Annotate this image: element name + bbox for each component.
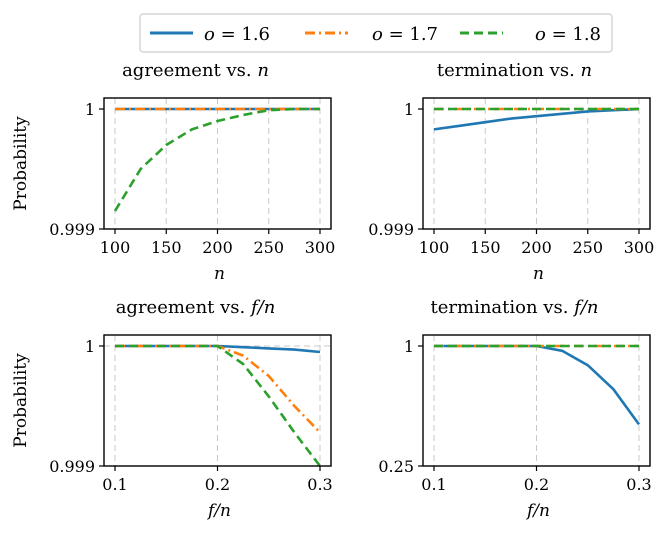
- x-tick-label-0: 0.1: [102, 475, 127, 494]
- x-tick-label-0: 0.1: [421, 475, 446, 494]
- panel-termination-vs-fn: 0.1 0.2 0.3 0.25 1 termination vs. f/n f/n: [378, 297, 651, 521]
- x-tick-label-0: 100: [419, 238, 450, 257]
- legend-entry-o-1-6: o = 1.6: [150, 24, 270, 45]
- panel-termination-vs-n: 100 150 200 250 300 0.999 1 termination vs. n n: [368, 60, 654, 284]
- x-tick-label-1: 0.2: [524, 475, 549, 494]
- x-tick-label-2: 200: [521, 238, 552, 257]
- panel-title: agreement vs. f/n: [116, 297, 276, 318]
- x-axis-label: f/n: [525, 501, 550, 521]
- x-tick-label-1: 150: [151, 238, 182, 257]
- x-tick-label-0: 100: [100, 238, 131, 257]
- series-line-o-1-6: [433, 107, 640, 131]
- legend-frame: [139, 13, 613, 53]
- x-axis-label: f/n: [206, 501, 231, 521]
- panel-title: agreement vs. n: [122, 60, 269, 81]
- panel-title: termination vs. n: [437, 60, 592, 81]
- x-tick-label-4: 300: [305, 238, 336, 257]
- y-tick-label-0: 0.25: [378, 457, 414, 476]
- legend-label-o-1-8: o = 1.8: [535, 24, 601, 45]
- x-axis-label: n: [533, 264, 544, 284]
- x-tick-label-2: 200: [202, 238, 233, 257]
- panel-agreement-vs-fn: 0.1 0.2 0.3 0.999 1 agreement vs. f/n f/n Proba…: [11, 297, 333, 521]
- series-line-o-1-8: [113, 107, 320, 212]
- y-tick-label-1: 1: [85, 337, 95, 356]
- legend-label-o-1-6: o = 1.6: [204, 24, 270, 45]
- legend-entry-o-1-8: o = 1.8: [460, 24, 601, 45]
- y-tick-label-0: 0.999: [49, 457, 95, 476]
- y-axis-label: Probability: [11, 353, 31, 448]
- y-tick-label-1: 1: [404, 337, 414, 356]
- y-tick-label-0: 0.999: [368, 220, 414, 239]
- x-tick-label-2: 0.3: [307, 475, 332, 494]
- y-tick-label-1: 1: [404, 100, 414, 119]
- x-tick-label-3: 250: [572, 238, 603, 257]
- panel-title: termination vs. f/n: [431, 297, 599, 318]
- x-tick-label-3: 250: [253, 238, 284, 257]
- x-tick-label-4: 300: [624, 238, 655, 257]
- y-axis-label: Probability: [11, 116, 31, 211]
- panel-agreement-vs-n: 100 150 200 250 300 0.999 1 agreement vs. n n Pro…: [11, 60, 335, 284]
- legend-label-o-1-7: o = 1.7: [372, 24, 438, 45]
- y-tick-label-0: 0.999: [49, 220, 95, 239]
- legend-entry-o-1-7: o = 1.7: [305, 24, 438, 45]
- x-tick-label-1: 0.2: [205, 475, 230, 494]
- x-tick-label-2: 0.3: [626, 475, 651, 494]
- legend: o = 1.6 o = 1.7 o = 1.8: [139, 13, 613, 53]
- y-tick-label-1: 1: [85, 100, 95, 119]
- series-line-o-1-8: [115, 344, 322, 467]
- x-axis-label: n: [214, 264, 225, 284]
- x-tick-label-1: 150: [470, 238, 501, 257]
